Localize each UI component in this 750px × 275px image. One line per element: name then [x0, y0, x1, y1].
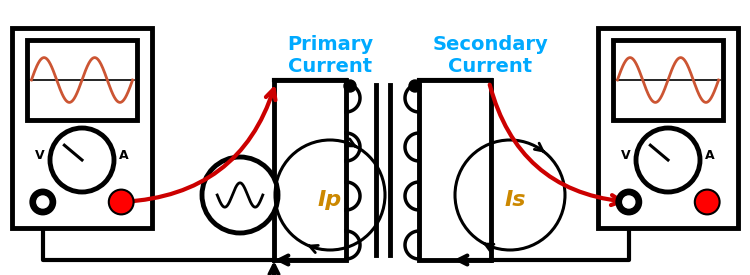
Bar	[614, 40, 722, 120]
Circle shape	[344, 80, 356, 92]
Text: Secondary
Current: Secondary Current	[432, 34, 548, 76]
Circle shape	[622, 196, 634, 208]
Bar	[274, 80, 346, 260]
Text: Primary
Current: Primary Current	[287, 34, 373, 76]
Circle shape	[409, 80, 421, 92]
Circle shape	[37, 196, 49, 208]
Circle shape	[616, 189, 641, 215]
Text: A: A	[119, 149, 129, 162]
Bar	[28, 40, 136, 120]
Bar	[419, 80, 491, 260]
Circle shape	[50, 128, 114, 192]
Text: Ip: Ip	[318, 190, 342, 210]
Text: A: A	[705, 149, 715, 162]
Bar	[12, 28, 152, 228]
Bar	[598, 28, 738, 228]
Text: V: V	[621, 149, 631, 162]
Text: V: V	[35, 149, 45, 162]
Circle shape	[109, 189, 134, 215]
Circle shape	[636, 128, 700, 192]
Circle shape	[694, 189, 719, 215]
Circle shape	[31, 189, 56, 215]
Circle shape	[202, 157, 278, 233]
Text: Is: Is	[504, 190, 526, 210]
